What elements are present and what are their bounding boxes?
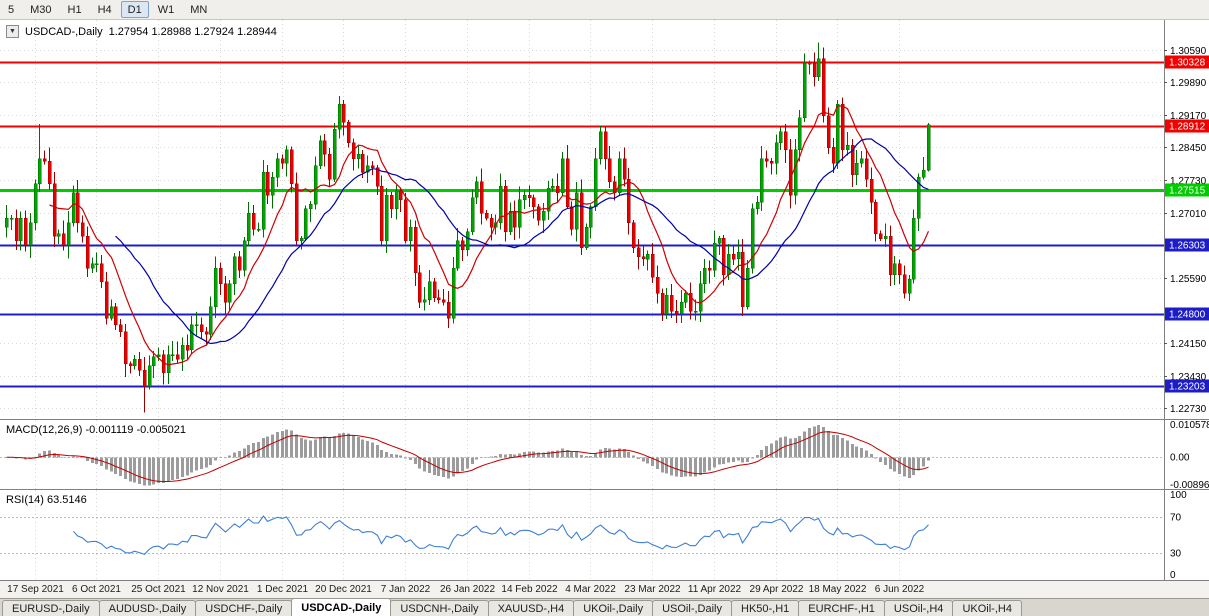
timeframe-m30[interactable]: M30 [30, 3, 52, 16]
tab-ukoil-daily[interactable]: UKOil-,Daily [573, 600, 654, 616]
svg-text:0.00: 0.00 [1170, 453, 1190, 464]
timeframe-h4[interactable]: H4 [97, 3, 112, 16]
time-axis-label: 6 Jun 2022 [874, 584, 925, 595]
svg-text:1.27010: 1.27010 [1170, 209, 1207, 220]
timeframe-5[interactable]: 5 [8, 3, 15, 16]
svg-text:1.22730: 1.22730 [1170, 404, 1207, 415]
tab-usdcad-daily[interactable]: USDCAD-,Daily [291, 599, 392, 616]
time-axis-label: 11 Apr 2022 [687, 584, 742, 595]
tab-usdcnh-daily[interactable]: USDCNH-,Daily [390, 600, 489, 616]
timeframe-mn[interactable]: MN [190, 3, 208, 16]
time-axis-label: 25 Oct 2021 [131, 584, 186, 595]
tab-eurchf-h1[interactable]: EURCHF-,H1 [798, 600, 885, 616]
time-axis-label: 26 Jan 2022 [439, 584, 496, 595]
svg-text:70: 70 [1170, 513, 1182, 524]
timeframe-h1[interactable]: H1 [67, 3, 82, 16]
timeframe-w1[interactable]: W1 [157, 3, 175, 16]
svg-text:1.28450: 1.28450 [1170, 143, 1207, 154]
price-chart-pane[interactable]: 1.30590 1.29890 1.29170 1.28450 1.27730 1.270… [0, 20, 1209, 420]
rsi-indicator-pane[interactable]: 100 70 30 0 [0, 490, 1209, 580]
svg-text:-0.00896: -0.00896 [1170, 480, 1209, 490]
tab-ukoil-h4[interactable]: UKOil-,H4 [952, 600, 1022, 616]
svg-text:1.27515: 1.27515 [1169, 186, 1206, 197]
svg-text:100: 100 [1170, 490, 1187, 501]
svg-text:1.30328: 1.30328 [1169, 58, 1206, 69]
tab-usoil-h4[interactable]: USOil-,H4 [883, 600, 954, 616]
svg-text:1.28912: 1.28912 [1169, 122, 1206, 133]
svg-text:1.30590: 1.30590 [1170, 46, 1207, 57]
svg-text:1.24150: 1.24150 [1170, 339, 1207, 350]
time-axis-label: 6 Oct 2021 [72, 584, 121, 595]
tab-usdchf-daily[interactable]: USDCHF-,Daily [195, 600, 293, 616]
macd-indicator-pane[interactable]: 0.010578 0.00 -0.00896 [0, 420, 1209, 490]
time-axis-label: 7 Jan 2022 [380, 584, 431, 595]
time-axis-label: 1 Dec 2021 [256, 584, 309, 595]
svg-text:1.24800: 1.24800 [1169, 310, 1206, 321]
timeframe-d1[interactable]: D1 [120, 1, 149, 18]
tab-audusd-daily[interactable]: AUDUSD-,Daily [98, 600, 197, 616]
svg-text:1.26303: 1.26303 [1169, 241, 1206, 252]
time-axis[interactable]: 17 Sep 2021 6 Oct 2021 25 Oct 2021 12 Nov 2… [0, 580, 1209, 598]
svg-text:1.29890: 1.29890 [1170, 78, 1207, 89]
svg-text:1.25590: 1.25590 [1170, 274, 1207, 285]
time-axis-label: 14 Feb 2022 [501, 584, 558, 595]
time-axis-label: 17 Sep 2021 [7, 584, 64, 595]
timeframe-toolbar: 5 M30 H1 H4 D1 W1 MN [0, 0, 1209, 20]
time-axis-label: 18 May 2022 [808, 584, 867, 595]
tab-xauusd-h4[interactable]: XAUUSD-,H4 [487, 600, 575, 616]
svg-text:0.010578: 0.010578 [1170, 420, 1209, 431]
time-axis-label: 4 Mar 2022 [565, 584, 616, 595]
tab-hk50-h1[interactable]: HK50-,H1 [731, 600, 800, 616]
svg-text:30: 30 [1170, 549, 1182, 560]
svg-text:0: 0 [1170, 570, 1176, 580]
svg-text:1.23203: 1.23203 [1169, 382, 1206, 393]
time-axis-label: 20 Dec 2021 [315, 584, 372, 595]
time-axis-label: 12 Nov 2021 [192, 584, 249, 595]
time-axis-label: 23 Mar 2022 [624, 584, 681, 595]
time-axis-label: 29 Apr 2022 [749, 584, 804, 595]
svg-text:1.29170: 1.29170 [1170, 111, 1207, 122]
chart-tab-bar: EURUSD-,Daily AUDUSD-,Daily USDCHF-,Daily U… [0, 598, 1209, 616]
svg-text:1.27730: 1.27730 [1170, 176, 1207, 187]
tab-usoil-daily[interactable]: USOil-,Daily [652, 600, 732, 616]
tab-eurusd-daily[interactable]: EURUSD-,Daily [2, 600, 100, 616]
symbol-dropdown-icon[interactable]: ▼ [6, 25, 19, 38]
svg-text:1.23430: 1.23430 [1170, 372, 1207, 383]
